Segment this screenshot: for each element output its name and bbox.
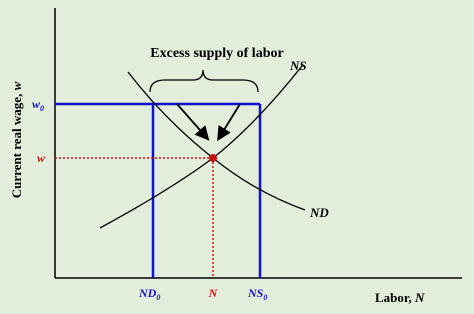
x-axis-title: Labor, N [375, 290, 425, 305]
ns0-sub: 0 [263, 293, 267, 302]
equilibrium-point [209, 154, 217, 162]
n-label: N [208, 286, 219, 300]
ns0-label: NS0 [247, 286, 267, 302]
w-label: w [37, 151, 46, 165]
ns0-base: NS [247, 286, 264, 300]
equilibrium-lines [55, 157, 214, 278]
annotation: Excess supply of labor [150, 46, 283, 61]
w0-lines [55, 102, 262, 278]
w0-base: w [32, 97, 41, 111]
x-title-var: N [414, 290, 425, 305]
arrow [217, 103, 241, 142]
x-title-text: Labor, [375, 290, 415, 305]
arrow [176, 103, 210, 141]
w0-sub: 0 [40, 104, 44, 113]
y-title-var: w [9, 81, 24, 90]
y-axis-title: Current real wage, w [9, 81, 24, 198]
nd0-base: ND [138, 286, 157, 300]
y-title-text: Current real wage, [9, 90, 24, 198]
brace [149, 69, 259, 93]
nd0-label: ND0 [138, 286, 160, 302]
w0-label: w0 [32, 97, 44, 113]
supply-label: NS [289, 58, 307, 73]
demand-label: ND [309, 205, 329, 220]
nd0-sub: 0 [156, 293, 160, 302]
